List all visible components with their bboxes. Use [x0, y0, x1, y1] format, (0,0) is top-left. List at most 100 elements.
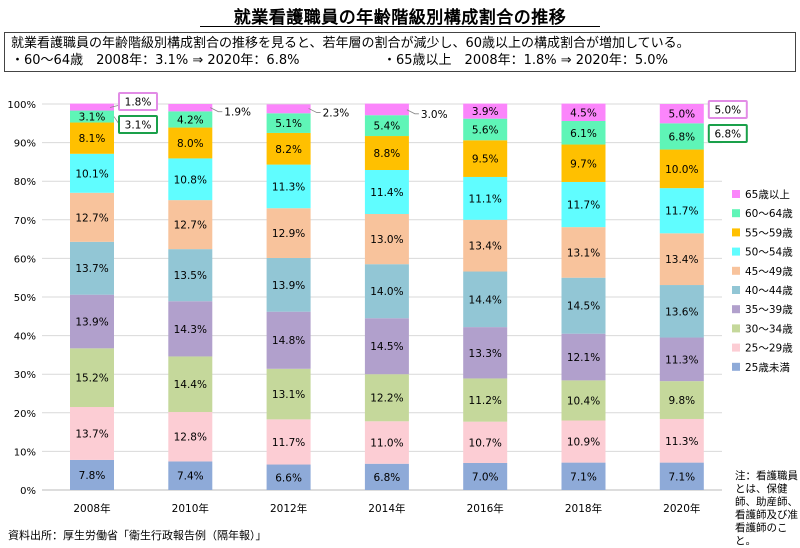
- data-label: 13.7%: [75, 263, 108, 275]
- data-label: 14.8%: [272, 335, 305, 347]
- bar-segment: [463, 462, 508, 490]
- data-label: 14.5%: [567, 301, 600, 313]
- legend-swatch: [732, 247, 740, 256]
- bar-segment: [266, 164, 311, 209]
- y-tick-label: 100%: [7, 100, 36, 111]
- bar-segment: [659, 462, 704, 490]
- data-label: 5.0%: [714, 105, 741, 117]
- data-label: 11.3%: [272, 181, 305, 193]
- bar-segment: [463, 421, 508, 463]
- y-tick-label: 10%: [14, 447, 36, 458]
- data-label: 6.8%: [668, 131, 695, 143]
- legend-swatch: [732, 324, 740, 333]
- bar-segment: [168, 301, 213, 357]
- data-label: 7.1%: [570, 471, 597, 483]
- bar-segment: [364, 463, 409, 490]
- y-tick-label: 50%: [14, 293, 36, 304]
- bar-segment: [168, 127, 213, 159]
- legend-label: 25歳未満: [745, 362, 790, 374]
- legend-label: 40～44歳: [745, 285, 793, 297]
- legend-swatch: [732, 209, 740, 218]
- bar-segment: [364, 214, 409, 265]
- legend-label: 25～29歳: [745, 343, 793, 355]
- data-label: 8.1%: [79, 133, 106, 145]
- bar-segment: [266, 104, 311, 114]
- data-label: 11.4%: [370, 187, 403, 199]
- bar-segment: [364, 136, 409, 171]
- bar-segment: [168, 461, 213, 490]
- x-tick-label: 2018年: [565, 502, 602, 515]
- data-label: 15.2%: [75, 373, 108, 385]
- bar-segment: [168, 200, 213, 250]
- data-label: 13.1%: [567, 247, 600, 259]
- data-label: 5.6%: [472, 124, 499, 136]
- bar-segment: [561, 277, 606, 334]
- bar-segment: [463, 103, 508, 119]
- data-label: 3.1%: [125, 120, 152, 132]
- highlight-box-60-64-2020: [707, 124, 748, 143]
- data-label: 4.2%: [177, 114, 204, 126]
- legend-swatch: [732, 190, 740, 198]
- bar-segment: [561, 380, 606, 421]
- y-tick-label: 40%: [14, 332, 36, 343]
- bar-segment: [659, 104, 704, 124]
- leader-line: [308, 108, 321, 113]
- legend-label: 45～49歳: [745, 266, 793, 278]
- data-label: 8.8%: [374, 148, 401, 160]
- y-tick-label: 80%: [14, 177, 36, 188]
- legend-label: 55～59歳: [745, 227, 793, 239]
- bar-segment: [168, 249, 213, 302]
- data-label: 3.9%: [472, 106, 499, 118]
- bar-segment: [364, 264, 409, 319]
- y-tick-label: 90%: [14, 139, 36, 150]
- bar-segment: [659, 233, 704, 286]
- bar-segment: [266, 208, 311, 259]
- bar-segment: [561, 144, 606, 182]
- bar-segment: [70, 122, 114, 154]
- data-label: 4.5%: [570, 107, 597, 119]
- data-label: 14.3%: [174, 324, 207, 336]
- legend-label: 50～54歳: [745, 247, 793, 259]
- data-label: 7.4%: [177, 471, 204, 483]
- title-underline: [200, 26, 600, 27]
- bar-segment: [463, 118, 508, 141]
- bar-segment: [364, 103, 409, 116]
- bar-segment: [463, 219, 508, 272]
- bar-segment: [659, 123, 704, 150]
- bar-segment: [266, 113, 311, 133]
- bar-segment: [70, 103, 114, 111]
- data-label: 14.4%: [174, 379, 207, 391]
- bar-segment: [561, 103, 606, 121]
- leader-line: [210, 107, 223, 113]
- bar-segment: [70, 110, 114, 123]
- bar-segment: [70, 459, 114, 490]
- data-label: 5.1%: [275, 118, 302, 130]
- summary-bullets: ・60～64歳 2008年：3.1% ⇒ 2020年：6.8% ・65歳以上 2…: [11, 52, 789, 69]
- bar-segment: [364, 115, 409, 137]
- data-label: 13.4%: [665, 254, 698, 266]
- summary-bullet-65-plus: ・65歳以上 2008年：1.8% ⇒ 2020年：5.0%: [383, 53, 668, 68]
- bar-segment: [561, 120, 606, 145]
- bar-segment: [561, 181, 606, 228]
- legend-swatch: [732, 343, 740, 352]
- y-tick-label: 30%: [14, 370, 36, 381]
- data-label: 11.7%: [272, 437, 305, 449]
- data-label: 13.9%: [272, 280, 305, 292]
- data-label: 9.5%: [472, 154, 499, 166]
- data-label: 13.3%: [469, 348, 502, 360]
- legend-swatch: [732, 228, 740, 237]
- legend-label: 60～64歳: [745, 208, 793, 220]
- data-label: 10.4%: [567, 395, 600, 407]
- bar-segment: [659, 337, 704, 382]
- data-label: 13.5%: [174, 270, 207, 282]
- data-label: 13.1%: [272, 389, 305, 401]
- data-label: 12.7%: [174, 220, 207, 232]
- data-label: 14.4%: [469, 294, 502, 306]
- data-label: 13.9%: [75, 317, 108, 329]
- bar-segment: [70, 192, 114, 242]
- bar-segment: [364, 170, 409, 215]
- data-label: 12.1%: [567, 352, 600, 364]
- legend-label: 35～39歳: [745, 304, 793, 316]
- bar-segment: [266, 368, 311, 420]
- data-label: 13.7%: [75, 428, 108, 440]
